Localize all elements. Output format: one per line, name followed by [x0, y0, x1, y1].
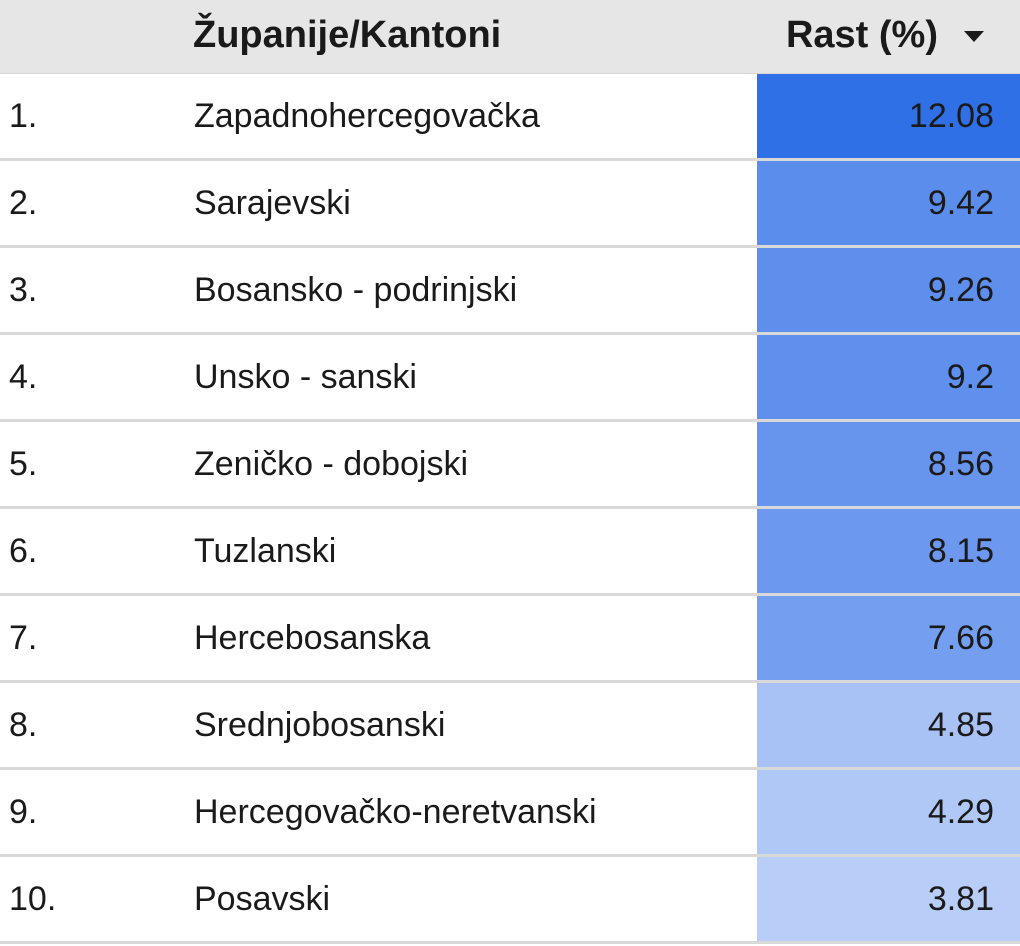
row-value-cell: 9.2 [757, 335, 1020, 419]
row-name: Unsko - sanski [194, 358, 417, 396]
row-value-cell: 9.26 [757, 248, 1020, 332]
row-name: Hercebosanska [194, 619, 431, 657]
row-rank: 1. [9, 97, 38, 135]
row-name: Tuzlanski [194, 532, 337, 570]
row-value-cell: 4.85 [757, 683, 1020, 767]
row-name: Zeničko - dobojski [194, 445, 469, 483]
row-rank: 8. [9, 706, 38, 744]
column-header-value[interactable]: Rast (%) [757, 0, 1020, 70]
table-row: 8. Srednjobosanski 4.85 [0, 683, 1020, 770]
triangle-down-icon[interactable] [964, 30, 984, 42]
column-header-value-label: Rast (%) [785, 13, 938, 56]
row-rank: 10. [9, 880, 57, 918]
table-row: 1. Zapadnohercegovačka 12.08 [0, 74, 1020, 161]
table-row: 4. Unsko - sanski 9.2 [0, 335, 1020, 422]
column-header-name[interactable]: Županije/Kantoni [193, 14, 502, 56]
row-rank: 5. [9, 445, 38, 483]
table-header: Županije/Kantoni Rast (%) [0, 0, 1020, 74]
row-value-cell: 8.15 [757, 509, 1020, 593]
row-value-cell: 4.29 [757, 770, 1020, 854]
table-row: 9. Hercegovačko-neretvanski 4.29 [0, 770, 1020, 857]
row-name: Srednjobosanski [194, 706, 446, 744]
table-row: 6. Tuzlanski 8.15 [0, 509, 1020, 596]
row-name: Sarajevski [194, 184, 351, 222]
row-rank: 9. [9, 793, 38, 831]
table-body: 1. Zapadnohercegovačka 12.08 2. Sarajevski 9.… [0, 74, 1020, 944]
row-name: Hercegovačko-neretvanski [194, 793, 597, 831]
row-rank: 3. [9, 271, 38, 309]
table-row: 5. Zeničko - dobojski 8.56 [0, 422, 1020, 509]
row-name: Posavski [194, 880, 331, 918]
row-value-cell: 8.56 [757, 422, 1020, 506]
row-rank: 4. [9, 358, 38, 396]
row-name: Zapadnohercegovačka [194, 97, 540, 135]
row-value-cell: 3.81 [757, 857, 1020, 941]
table-row: 10. Posavski 3.81 [0, 857, 1020, 944]
row-value-cell: 12.08 [757, 74, 1020, 158]
row-rank: 2. [9, 184, 38, 222]
table-row: 3. Bosansko - podrinjski 9.26 [0, 248, 1020, 335]
row-rank: 7. [9, 619, 38, 657]
row-value-cell: 9.42 [757, 161, 1020, 245]
table-row: 2. Sarajevski 9.42 [0, 161, 1020, 248]
row-value-cell: 7.66 [757, 596, 1020, 680]
table-row: 7. Hercebosanska 7.66 [0, 596, 1020, 683]
row-name: Bosansko - podrinjski [194, 271, 518, 309]
row-rank: 6. [9, 532, 38, 570]
